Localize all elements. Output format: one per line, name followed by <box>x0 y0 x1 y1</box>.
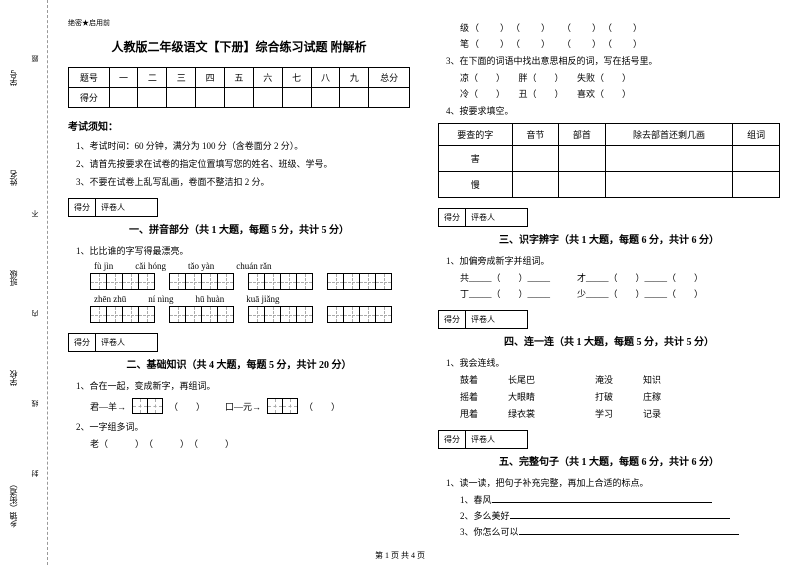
sentence-line: 1、春风 <box>460 493 780 506</box>
score-table: 题号 一二 三四 五六 七八 九总分 得分 <box>68 67 410 108</box>
notice-item: 1、考试时间：60 分钟，满分为 100 分（含卷面分 2 分）。 <box>76 139 410 152</box>
notice-item: 3、不要在试卷上乱写乱画，卷面不整洁扣 2 分。 <box>76 175 410 188</box>
page-footer: 第 1 页 共 4 页 <box>0 550 800 561</box>
score-box: 得分评卷人 <box>438 430 528 449</box>
binding-mark: 封 <box>30 470 40 477</box>
notice-title: 考试须知： <box>68 118 410 133</box>
question: 4、按要求填空。 <box>446 104 780 117</box>
question: 1、合在一起，变成新字，再组词。 <box>76 379 410 392</box>
binding-mark: 线 <box>30 400 40 407</box>
pinyin-row: zhēn zhūní nìng hū huànkuā jiǎng <box>94 294 410 304</box>
page-title: 人教版二年级语文【下册】综合练习试题 附解析 <box>68 38 410 55</box>
question: 1、读一读，把句子补充完整，再加上合适的标点。 <box>446 476 780 489</box>
binding-mark: 内 <box>30 310 40 317</box>
fill-line: 老（ ） （ ） （ ） <box>90 437 410 450</box>
score-box: 得分评卷人 <box>438 310 528 329</box>
binding-label: 姓名 <box>8 170 19 186</box>
section-5-title: 五、完整句子（共 1 大题，每题 6 分，共计 6 分） <box>438 453 780 468</box>
fill-line: 冷（ ） 丑（ ） 喜欢（ ） <box>460 87 780 100</box>
notice-item: 2、请首先按要求在试卷的指定位置填写您的姓名、班级、学号。 <box>76 157 410 170</box>
combine-row: 君—羊→ （ ） 口—元→ （ ） <box>90 398 410 414</box>
binding-label: 班级 <box>8 270 19 286</box>
question: 1、加偏旁成新字并组词。 <box>446 254 780 267</box>
sentence-line: 3、你怎么可以 <box>460 525 780 538</box>
fill-line: 丁_____（ ）_____ 少_____（ ）_____（ ） <box>460 287 780 300</box>
fill-line: 共_____（ ）_____ 才_____（ ）_____（ ） <box>460 271 780 284</box>
binding-mark: 题 <box>30 55 40 62</box>
char-grid-row <box>90 306 410 323</box>
fill-line: 笔（ ） （ ） （ ） （ ） <box>460 37 780 50</box>
question: 1、我会连线。 <box>446 356 780 369</box>
fill-line: 级（ ） （ ） （ ） （ ） <box>460 21 780 34</box>
score-box: 得分评卷人 <box>68 333 158 352</box>
connect-block: 鼓着摇着甩着 长尾巴大眼睛绿衣裳 淹没打破学习 知识庄稼记录 <box>460 373 780 420</box>
question: 3、在下面的词语中找出意思相反的词，写在括号里。 <box>446 54 780 67</box>
binding-mark: 不 <box>30 210 40 217</box>
sentence-line: 2、多么美好 <box>460 509 780 522</box>
left-column: 绝密★启用前 人教版二年级语文【下册】综合练习试题 附解析 题号 一二 三四 五… <box>68 18 410 557</box>
score-box: 得分评卷人 <box>438 208 528 227</box>
char-grid-row <box>90 273 410 290</box>
question: 2、一字组多词。 <box>76 420 410 433</box>
secret-label: 绝密★启用前 <box>68 18 410 28</box>
question: 1、比比谁的字写得最漂亮。 <box>76 244 410 257</box>
section-1-title: 一、拼音部分（共 1 大题，每题 5 分，共计 5 分） <box>68 221 410 236</box>
section-3-title: 三、识字辨字（共 1 大题，每题 6 分，共计 6 分） <box>438 231 780 246</box>
binding-label: 学号 <box>8 70 19 86</box>
score-box: 得分评卷人 <box>68 198 158 217</box>
right-column: 级（ ） （ ） （ ） （ ） 笔（ ） （ ） （ ） （ ） 3、在下面的… <box>438 18 780 557</box>
fill-line: 凉（ ） 胖（ ） 失败（ ） <box>460 71 780 84</box>
section-4-title: 四、连一连（共 1 大题，每题 5 分，共计 5 分） <box>438 333 780 348</box>
section-2-title: 二、基础知识（共 4 大题，每题 5 分，共计 20 分） <box>68 356 410 371</box>
character-table: 要查的字音节 部首除去部首还剩几画 组词 害 慢 <box>438 123 780 198</box>
binding-label: 学校 <box>8 370 19 386</box>
binding-label: 乡镇（街道） <box>8 480 19 528</box>
pinyin-row: fù jìncǎi hóng tǎo yànchuán rǎn <box>94 261 410 271</box>
